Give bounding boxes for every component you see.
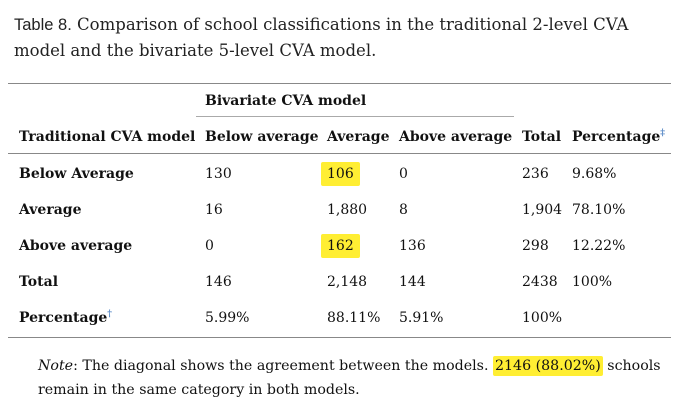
table-cell: 130 (205, 166, 232, 182)
table-cell: 78.10% (572, 202, 626, 218)
col-header-below: Below average (205, 129, 319, 145)
table-cell: 236 (522, 166, 549, 182)
note-text-before: : The diagonal shows the agreement betwe… (73, 358, 493, 374)
dagger-mark: † (107, 309, 112, 320)
table-cell: 298 (522, 238, 549, 254)
caption-text: Comparison of school classifications in … (14, 15, 629, 60)
table-caption: Table 8. Comparison of school classifica… (14, 12, 678, 64)
row-label-total: Total (19, 274, 59, 290)
table-cell: 0 (399, 166, 408, 182)
row-label-percentage: Percentage† (19, 309, 112, 326)
table-cell: 9.68% (572, 166, 617, 182)
table-cell: 1,880 (327, 202, 368, 218)
double-dagger-mark: ‡ (660, 128, 665, 139)
row-label-above: Above average (19, 238, 133, 254)
col-header-percentage: Percentage‡ (572, 128, 665, 145)
note-highlight: 2146 (88.02%) (492, 356, 603, 376)
table-cell-highlighted: 106 (321, 162, 360, 186)
table-cell: 5.91% (399, 310, 444, 326)
table-cell: 136 (399, 238, 426, 254)
table-cell: 88.11% (327, 310, 381, 326)
table-cell: 100% (522, 310, 563, 326)
table-cell: 1,904 (522, 202, 563, 218)
table-label: Table 8. (14, 16, 72, 34)
table-cell: 146 (205, 274, 232, 290)
note-text-after: schools remain in the same category in b… (38, 358, 661, 398)
table-cell: 8 (399, 202, 408, 218)
col-header-above: Above average (399, 129, 513, 145)
table-cell: 16 (205, 202, 223, 218)
row-label-below: Below Average (19, 166, 134, 182)
table-cell: 2,148 (327, 274, 368, 290)
col-header-traditional: Traditional CVA model (19, 129, 196, 145)
group-underline (196, 116, 514, 117)
table-cell: 2438 (522, 274, 558, 290)
table-cell-highlighted: 162 (321, 234, 360, 258)
table-note: Note: The diagonal shows the agreement b… (38, 354, 678, 402)
table-cell: 144 (399, 274, 426, 290)
col-header-total: Total (522, 129, 562, 145)
note-label: Note (38, 358, 74, 374)
top-rule (8, 83, 671, 84)
row-label-average: Average (19, 202, 82, 218)
table-cell: 5.99% (205, 310, 250, 326)
group-header: Bivariate CVA model (205, 93, 367, 109)
header-rule (8, 153, 671, 154)
table-cell: 0 (205, 238, 214, 254)
table-cell: 100% (572, 274, 613, 290)
col-header-average: Average (327, 129, 390, 145)
table-cell: 12.22% (572, 238, 626, 254)
bottom-rule (8, 337, 671, 338)
